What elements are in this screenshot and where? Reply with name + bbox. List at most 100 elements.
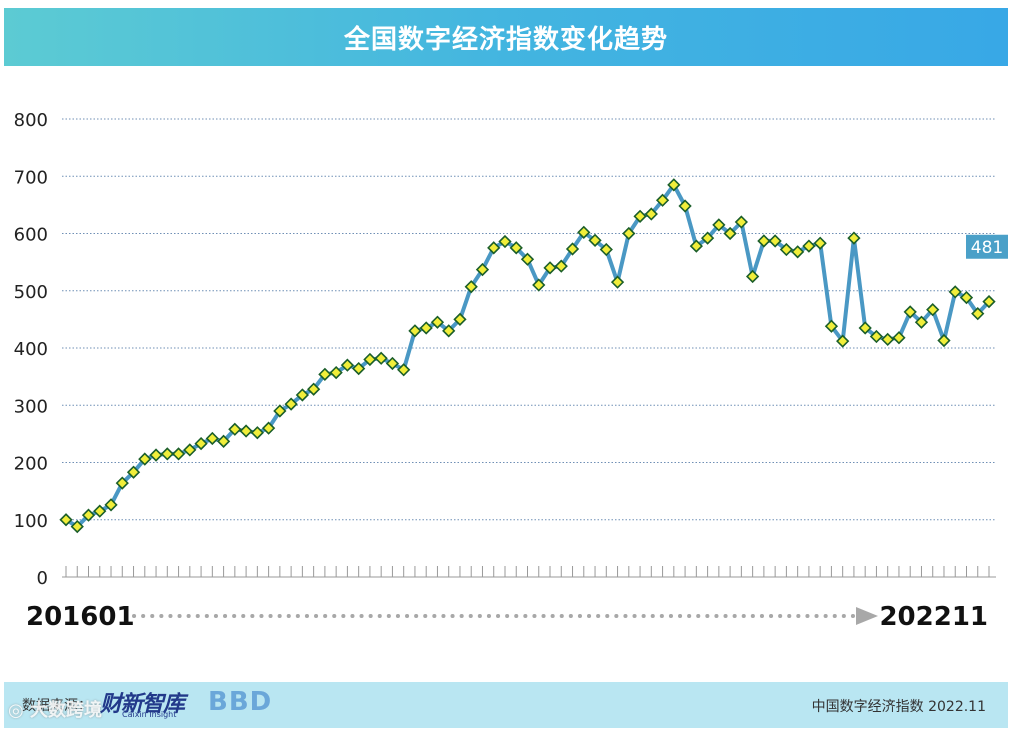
data-point xyxy=(588,233,602,248)
data-point xyxy=(70,519,84,534)
data-point xyxy=(734,215,748,229)
y-tick-label: 0 xyxy=(37,568,48,589)
data-point xyxy=(892,331,906,345)
data-point xyxy=(239,424,253,438)
data-point xyxy=(959,290,974,305)
data-point xyxy=(216,434,231,448)
start-period-label: 201601 xyxy=(26,602,135,632)
data-point xyxy=(577,225,591,239)
line-chart: 0 100 200 300 400 500 600 700 800 481 201601 202211 xyxy=(14,110,1008,632)
data-point xyxy=(352,361,366,376)
data-point xyxy=(532,278,546,292)
data-point xyxy=(655,193,670,207)
data-point xyxy=(194,436,208,451)
data-point xyxy=(791,245,805,259)
data-point xyxy=(802,239,816,253)
data-point xyxy=(757,234,771,248)
data-point xyxy=(723,226,737,241)
data-point xyxy=(228,422,242,436)
bbd-logo: BBD xyxy=(208,687,273,717)
data-point xyxy=(869,329,884,344)
data-point xyxy=(779,242,794,257)
data-point xyxy=(205,431,219,446)
data-point xyxy=(430,315,445,329)
caixin-logo: 财新智库 xyxy=(100,692,185,717)
data-point xyxy=(836,334,850,348)
data-point xyxy=(250,426,264,440)
data-point xyxy=(115,476,129,490)
data-point xyxy=(554,259,568,273)
data-point xyxy=(712,218,726,232)
data-point xyxy=(93,504,107,518)
data-point xyxy=(363,352,377,367)
data-point xyxy=(487,241,501,255)
data-point xyxy=(464,280,478,294)
data-point xyxy=(881,332,895,347)
data-point xyxy=(318,367,332,381)
data-point xyxy=(599,242,613,257)
data-point xyxy=(813,236,827,250)
data-point xyxy=(149,448,163,462)
data-point xyxy=(183,443,197,457)
data-point xyxy=(442,324,456,338)
data-point xyxy=(667,178,681,192)
data-point xyxy=(768,234,782,248)
data-point xyxy=(926,303,940,317)
data-point xyxy=(385,356,400,371)
data-point xyxy=(81,508,96,522)
data-point xyxy=(948,285,962,299)
data-point xyxy=(419,321,433,335)
data-point xyxy=(745,269,760,284)
data-point xyxy=(543,261,557,275)
y-tick-label: 200 xyxy=(14,454,48,475)
data-point xyxy=(340,358,355,372)
caixin-logo-sub: Caixin Insight xyxy=(122,710,177,719)
data-point xyxy=(700,231,715,245)
data-point xyxy=(903,305,917,319)
data-point xyxy=(307,382,321,396)
data-point xyxy=(295,388,310,402)
data-point xyxy=(138,452,152,466)
y-tick-label: 700 xyxy=(14,167,48,188)
data-point xyxy=(171,447,186,461)
footer: 数据来源： 财新智库 Caixin Insight BBD 中国数字经济指数 2… xyxy=(4,682,1008,728)
data-point xyxy=(937,333,951,348)
data-point xyxy=(914,315,929,329)
data-point xyxy=(644,207,658,221)
data-point xyxy=(982,294,996,309)
data-point xyxy=(261,421,276,435)
data-point xyxy=(329,365,343,380)
data-point xyxy=(408,324,422,338)
data-point xyxy=(273,404,287,418)
data-point xyxy=(104,498,118,512)
y-tick-label: 100 xyxy=(14,511,48,532)
y-tick-label: 500 xyxy=(14,282,48,303)
last-value-badge xyxy=(966,234,1008,259)
watermark: ◎ 大数跨境 xyxy=(8,700,102,721)
title-bar: 全国数字经济指数变化趋势 xyxy=(4,8,1008,66)
y-tick-label: 800 xyxy=(14,110,48,131)
data-point xyxy=(622,226,636,241)
data-point xyxy=(284,397,298,411)
data-point xyxy=(453,312,467,327)
data-point xyxy=(689,239,703,253)
data-point xyxy=(824,319,839,333)
data-point xyxy=(565,242,580,256)
y-tick-label: 300 xyxy=(14,396,48,417)
data-point xyxy=(498,234,512,249)
end-period-label: 202211 xyxy=(879,602,988,632)
data-point xyxy=(610,275,625,289)
chart-title: 全国数字经济指数变化趋势 xyxy=(343,24,668,55)
y-tick-label: 400 xyxy=(14,339,48,360)
data-point xyxy=(160,447,174,461)
data-point xyxy=(847,231,861,245)
data-point xyxy=(858,321,872,335)
data-point xyxy=(374,351,388,365)
data-point xyxy=(397,363,411,377)
data-point xyxy=(971,307,985,321)
data-point xyxy=(520,252,535,266)
data-point xyxy=(678,199,692,213)
footer-caption: 中国数字经济指数 2022.11 xyxy=(811,699,986,715)
source-label: 数据来源： xyxy=(22,698,92,714)
data-point xyxy=(475,262,490,277)
